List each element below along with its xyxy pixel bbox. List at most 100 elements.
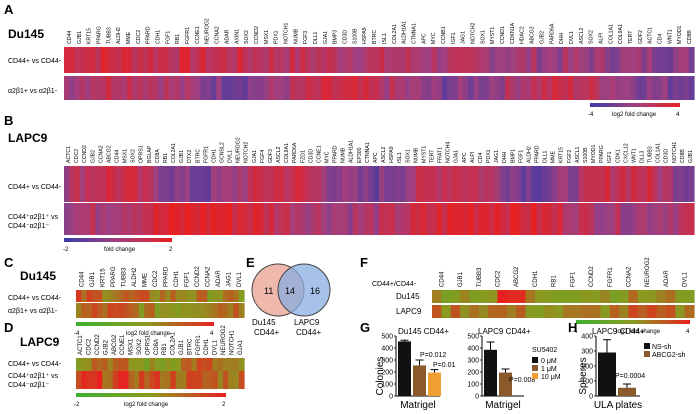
gene-label: ISL1: [382, 33, 388, 44]
gene-label: COL1A1: [608, 24, 614, 44]
panel-d-colorbar-max: 2: [222, 402, 226, 408]
heatmap-cell: [604, 76, 611, 100]
gene-label: JAG1: [494, 150, 500, 163]
gene-label: DVL1: [237, 271, 243, 287]
panel-b-letter: B: [4, 113, 13, 128]
gene-label: CD3D: [343, 30, 349, 44]
heatmap-cell: [69, 76, 76, 100]
venn-right-label-2: CD44+: [296, 328, 321, 337]
heatmap-cell: [69, 203, 76, 235]
heatmap-cell: [515, 166, 522, 202]
heatmap-cell: [85, 203, 91, 235]
gene-label: MYOD1: [677, 25, 683, 44]
heatmap-cell: [431, 203, 438, 235]
gene-label: GJB2: [90, 150, 96, 163]
heatmap-cell: [673, 203, 679, 235]
heatmap-cell: [175, 358, 182, 371]
heatmap-cell: [342, 76, 349, 100]
heatmap-cell: [410, 47, 417, 73]
heatmap-cell: [478, 47, 485, 73]
heatmap-cell: [102, 290, 109, 302]
gene-label: ALDH1A1: [349, 140, 355, 163]
heatmap-cell: [321, 203, 328, 235]
gene-label: PDX1: [486, 149, 492, 163]
heatmap-cell: [489, 166, 496, 202]
gene-label: NOTCH1: [229, 330, 235, 355]
y-tick-label: 500: [381, 334, 393, 341]
panel-a-letter: A: [4, 2, 14, 17]
gene-label: ALDH2: [116, 27, 122, 44]
heatmap-cell: [473, 76, 480, 100]
legend-swatch: [644, 343, 650, 349]
heatmap-cell: [95, 166, 102, 202]
heatmap-cell: [637, 290, 648, 303]
heatmap-cell: [116, 47, 123, 73]
heatmap-cell: [226, 76, 233, 100]
heatmap-cell: [107, 303, 114, 318]
gene-label: RB1: [175, 34, 181, 44]
heatmap-cell: [284, 47, 291, 73]
heatmap-cell: [149, 303, 156, 318]
heatmap-cell: [289, 47, 296, 73]
gene-label: OPRS1: [145, 334, 151, 355]
heatmap-cell: [148, 76, 154, 100]
heatmap-cell: [195, 166, 202, 202]
legend-label: 10 μM: [541, 374, 561, 381]
y-tick-label: 100: [381, 382, 393, 389]
heatmap-cell: [515, 203, 522, 235]
heatmap-cell: [563, 290, 573, 303]
gene-label: WNT1: [667, 29, 673, 44]
gene-label: FRAT1: [438, 147, 444, 163]
gene-label: DLL1: [313, 31, 319, 44]
heatmap-cell: [441, 290, 452, 303]
heatmap-cell: [405, 76, 412, 100]
heatmap-cell: [469, 290, 480, 303]
heatmap-cell: [169, 47, 175, 73]
heatmap-cell: [499, 76, 506, 100]
heatmap-cell: [432, 290, 442, 303]
gene-label: CD8A: [154, 339, 160, 355]
heatmap-cell: [368, 47, 375, 73]
heatmap-cell: [268, 203, 275, 235]
heatmap-cell: [316, 47, 322, 73]
heatmap-cell: [531, 203, 538, 235]
heatmap-cell: [116, 76, 123, 100]
panel-c-title: Du145: [20, 269, 56, 283]
heatmap-cell: [662, 203, 669, 235]
gene-label: CCNA2: [215, 26, 221, 44]
heatmap-cell: [253, 166, 259, 202]
heatmap-cell: [148, 47, 154, 73]
gene-label: SOX2: [131, 149, 137, 163]
gene-label: KRT15: [559, 147, 565, 163]
heatmap-cell: [233, 358, 240, 371]
heatmap-cell: [520, 47, 527, 73]
heatmap-cell: [463, 47, 469, 73]
heatmap-cell: [116, 166, 123, 202]
chart-xlabel: Matrigel: [485, 400, 521, 411]
heatmap-cell: [91, 358, 98, 371]
heatmap-cell: [237, 203, 244, 235]
heatmap-cell: [179, 76, 186, 100]
heatmap-cell: [165, 371, 172, 389]
heatmap-cell: [347, 47, 354, 73]
heatmap-cell: [207, 290, 214, 302]
heatmap-cell: [389, 76, 396, 100]
heatmap-cell: [123, 358, 130, 371]
heatmap-cell: [552, 76, 559, 100]
gene-label: ALPI: [598, 33, 604, 44]
heatmap-cell: [484, 47, 490, 73]
gene-label: ABCG2: [514, 266, 520, 287]
heatmap-cell: [321, 76, 328, 100]
heatmap-cell: [506, 305, 517, 318]
heatmap-cell: [572, 305, 583, 318]
heatmap-cell: [641, 76, 648, 100]
heatmap-cell: [589, 47, 595, 73]
heatmap-cell: [460, 290, 471, 303]
heatmap-cell: [421, 47, 427, 73]
gene-label: FGF1: [518, 150, 524, 163]
heatmap-cell: [442, 76, 448, 100]
heatmap-cell: [594, 76, 601, 100]
heatmap-cell: [211, 76, 217, 100]
heatmap-cell: [506, 290, 517, 303]
gene-label: MME: [551, 150, 557, 163]
